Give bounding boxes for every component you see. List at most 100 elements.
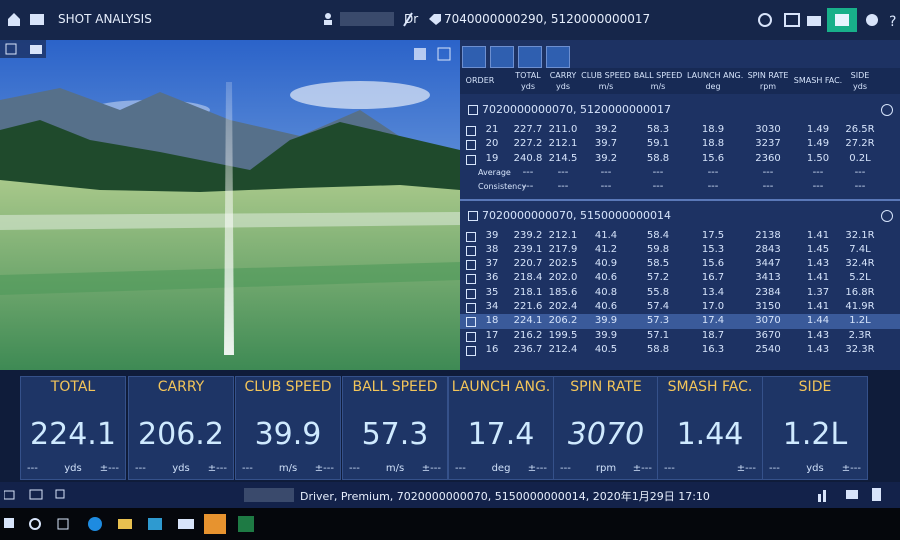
table-cell: 16.8R bbox=[845, 286, 875, 298]
group-checkbox[interactable] bbox=[468, 210, 478, 221]
toolbar-icons[interactable]: ? bbox=[755, 6, 900, 34]
metric-unit: rpm bbox=[595, 463, 617, 474]
table-cell: 216.2 bbox=[513, 329, 543, 341]
table-cell: 57.4 bbox=[646, 301, 670, 312]
table-cell: 212.1 bbox=[548, 229, 578, 241]
metric-label: CARRY bbox=[157, 379, 205, 395]
table-cell: 37 bbox=[485, 258, 499, 270]
table-cell: 18 bbox=[485, 315, 499, 327]
metric-label: SMASH FAC. bbox=[667, 379, 753, 395]
summary-cell: --- bbox=[522, 166, 534, 178]
table-cell: 2.3R bbox=[848, 329, 872, 341]
summary-cell: --- bbox=[854, 166, 866, 178]
svg-text:?: ? bbox=[889, 14, 896, 30]
metric-value: 1.44 bbox=[676, 417, 744, 452]
table-cell: 16.7 bbox=[701, 272, 725, 284]
table-cell: 39.2 bbox=[594, 124, 618, 135]
metric-unit: yds bbox=[806, 463, 824, 474]
row-checkbox[interactable] bbox=[466, 274, 476, 285]
metric-left: --- bbox=[349, 463, 360, 474]
club: Dr bbox=[404, 12, 419, 26]
metric-right: ±--- bbox=[632, 463, 652, 474]
row-checkbox[interactable] bbox=[466, 140, 476, 151]
metric-tile: SMASH FAC. 1.44 --- ±--- bbox=[657, 376, 763, 480]
table-cell: 15.6 bbox=[701, 258, 725, 270]
table-cell: 3413 bbox=[755, 272, 781, 284]
table-cell: 220.7 bbox=[513, 258, 543, 270]
column-name: CARRY bbox=[549, 71, 577, 80]
selected-row bbox=[460, 314, 900, 329]
row-checkbox[interactable] bbox=[466, 331, 476, 342]
table-cell: 39.9 bbox=[594, 315, 618, 327]
table-cell: 40.6 bbox=[594, 301, 618, 312]
table-cell: 40.5 bbox=[594, 343, 618, 355]
table-cell: 17.4 bbox=[701, 315, 725, 327]
metric-right: ±--- bbox=[527, 463, 547, 474]
row-checkbox[interactable] bbox=[466, 154, 476, 165]
table-cell: 15.3 bbox=[701, 243, 725, 255]
metric-left: --- bbox=[664, 463, 675, 474]
table-cell: 16.3 bbox=[701, 343, 725, 355]
table-cell: 217.9 bbox=[548, 243, 578, 255]
row-checkbox[interactable] bbox=[466, 288, 476, 299]
group-checkbox[interactable] bbox=[468, 105, 478, 115]
column-name: SMASH FAC. bbox=[793, 76, 843, 85]
row-checkbox[interactable] bbox=[466, 245, 476, 256]
table-cell: 13.4 bbox=[701, 286, 725, 298]
summary-cell: --- bbox=[600, 166, 612, 178]
table-cell: 3670 bbox=[755, 329, 781, 341]
metric-left: --- bbox=[135, 463, 146, 474]
table-cell: 57.2 bbox=[646, 272, 670, 284]
metric-left: --- bbox=[560, 463, 571, 474]
row-checkbox[interactable] bbox=[466, 345, 476, 356]
shot-info: Driver, Premium, 7020000000070, 51500000… bbox=[300, 490, 710, 503]
table-cell: 2138 bbox=[755, 229, 781, 241]
table-cell: 19 bbox=[485, 152, 499, 164]
table-cell: 18.9 bbox=[701, 124, 725, 135]
nav-icons[interactable] bbox=[6, 10, 46, 28]
row-checkbox[interactable] bbox=[466, 317, 476, 328]
row-checkbox[interactable] bbox=[466, 303, 476, 313]
table-cell: 57.1 bbox=[646, 329, 670, 341]
tool-button bbox=[518, 46, 542, 68]
metric-right: ±--- bbox=[421, 463, 441, 474]
metric-value: 17.4 bbox=[467, 417, 535, 452]
table-cell: 2384 bbox=[755, 286, 781, 298]
status-icons[interactable] bbox=[4, 488, 84, 502]
table-cell: 55.8 bbox=[646, 286, 670, 298]
table-cell: 32.1R bbox=[845, 229, 875, 241]
table-cell: 35 bbox=[485, 286, 499, 298]
taskbar-icons[interactable] bbox=[0, 508, 900, 540]
row-checkbox[interactable] bbox=[466, 260, 476, 271]
status-tools[interactable] bbox=[816, 486, 896, 504]
metric-tiles: TOTAL 224.1 --- yds ±--- CARRY 206.2 --- yds ±---… bbox=[0, 370, 900, 482]
table-cell: 5.2L bbox=[849, 272, 871, 284]
table-cell: 58.8 bbox=[646, 343, 670, 355]
row-checkbox[interactable] bbox=[466, 126, 476, 136]
table-cell: 2360 bbox=[755, 152, 781, 164]
table-cell: 40.8 bbox=[594, 286, 618, 298]
course-view bbox=[0, 40, 460, 370]
metric-tile: CLUB SPEED 39.9 --- m/s ±--- bbox=[235, 376, 341, 480]
player-icons bbox=[324, 12, 413, 27]
metric-label: BALL SPEED bbox=[352, 379, 438, 395]
table-cell: 1.49 bbox=[806, 138, 830, 150]
row-checkbox[interactable] bbox=[466, 231, 476, 242]
table-cell: 1.43 bbox=[806, 329, 830, 341]
table-cell: 32.4R bbox=[845, 258, 875, 270]
table-cell: 3447 bbox=[755, 258, 781, 270]
table-cell: 227.2 bbox=[513, 138, 543, 150]
table-cell: 227.7 bbox=[513, 124, 543, 135]
metric-label: SIDE bbox=[798, 379, 832, 395]
summary-cell: --- bbox=[652, 166, 664, 178]
table-cell: 202.4 bbox=[548, 301, 578, 312]
table-cell: 1.37 bbox=[806, 286, 830, 298]
table-cell: 34 bbox=[485, 301, 499, 312]
table-cell: 41.9R bbox=[845, 301, 875, 312]
tool-button bbox=[546, 46, 570, 68]
metric-left: --- bbox=[769, 463, 780, 474]
metric-right: ±--- bbox=[736, 463, 756, 474]
table-cell: 58.5 bbox=[646, 258, 670, 270]
table-cell: 236.7 bbox=[513, 343, 543, 355]
